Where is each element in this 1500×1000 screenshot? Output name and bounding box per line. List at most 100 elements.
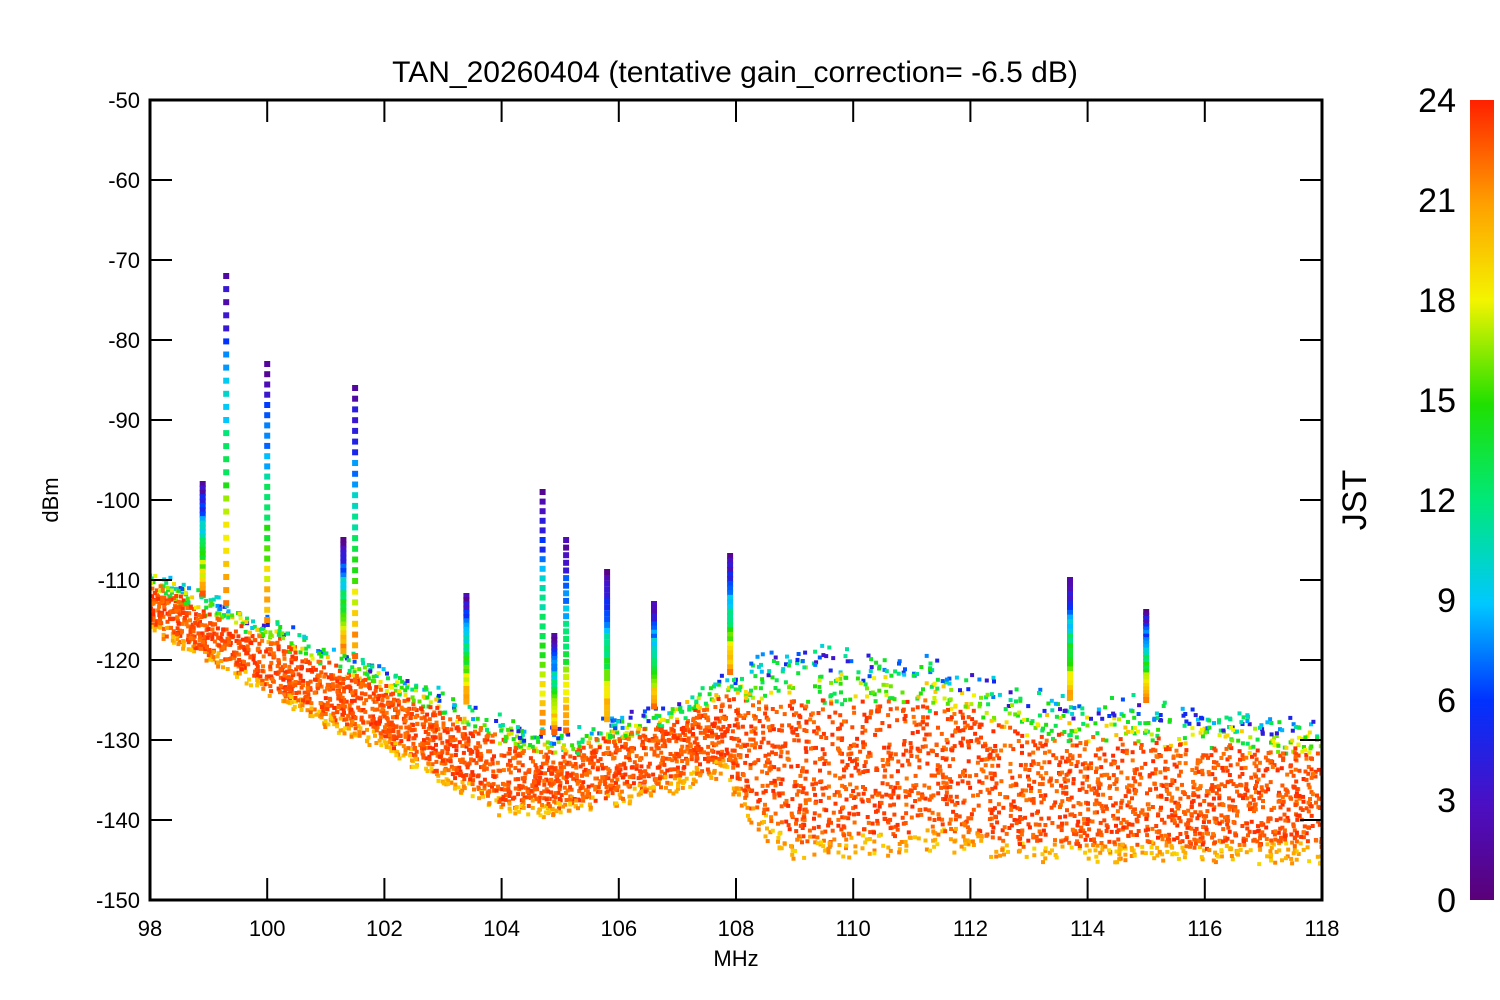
data-point — [1052, 738, 1057, 743]
data-point — [1268, 717, 1273, 722]
data-point — [1026, 704, 1031, 709]
data-point — [426, 732, 431, 736]
data-point — [158, 584, 163, 589]
data-point — [1104, 829, 1109, 833]
data-point — [743, 693, 748, 698]
data-point — [1279, 766, 1284, 771]
data-point — [759, 669, 764, 674]
data-point — [283, 670, 288, 675]
data-point — [754, 791, 759, 796]
data-point — [821, 792, 826, 797]
data-point — [434, 759, 439, 764]
data-point — [1284, 745, 1289, 750]
data-point — [215, 626, 220, 631]
data-point — [181, 639, 186, 644]
data-point — [1244, 782, 1249, 787]
data-point — [639, 764, 644, 769]
data-point — [1277, 790, 1281, 795]
data-point — [1308, 746, 1313, 751]
data-point — [761, 736, 766, 741]
data-point — [824, 848, 829, 853]
data-point — [1031, 759, 1036, 764]
data-point — [1183, 850, 1188, 855]
data-point — [868, 669, 873, 674]
data-point — [848, 697, 853, 702]
data-point — [309, 668, 313, 672]
data-point — [441, 721, 446, 726]
data-point — [1140, 850, 1145, 855]
data-point — [1065, 756, 1070, 761]
data-point — [836, 736, 841, 741]
data-point — [338, 728, 343, 733]
data-point — [150, 614, 155, 619]
data-point — [1107, 714, 1112, 718]
data-point — [370, 664, 375, 669]
data-point — [518, 753, 523, 758]
data-point — [173, 605, 178, 610]
data-point — [402, 681, 407, 686]
data-point — [419, 716, 424, 721]
data-point — [773, 686, 778, 690]
data-point — [795, 792, 800, 797]
data-point — [808, 834, 813, 839]
data-point — [151, 601, 156, 606]
data-point — [546, 789, 551, 794]
data-point — [1096, 777, 1101, 782]
data-point — [165, 600, 170, 605]
data-point — [977, 677, 982, 682]
data-point — [176, 610, 181, 615]
data-point — [164, 626, 169, 631]
data-point — [167, 598, 172, 603]
data-point — [1042, 708, 1047, 713]
data-point — [1015, 713, 1020, 718]
data-point — [610, 729, 615, 734]
data-point — [422, 687, 427, 692]
data-point — [1047, 850, 1052, 855]
data-point — [886, 699, 891, 704]
data-point — [1112, 722, 1117, 727]
data-point — [1269, 759, 1274, 764]
data-point — [265, 623, 270, 627]
data-point — [387, 740, 392, 745]
data-point — [877, 791, 882, 796]
data-point — [1259, 793, 1264, 798]
data-point — [929, 773, 934, 778]
data-point — [303, 695, 308, 700]
data-point — [428, 738, 432, 743]
data-point — [528, 756, 533, 761]
data-point — [699, 747, 704, 752]
data-point — [977, 725, 982, 729]
data-point — [764, 704, 769, 709]
data-point — [849, 659, 854, 664]
data-point — [1296, 742, 1301, 747]
data-point — [550, 806, 555, 811]
data-point — [282, 692, 287, 697]
data-point — [577, 744, 582, 749]
data-point — [1249, 794, 1254, 799]
data-point — [691, 748, 696, 752]
data-point — [407, 726, 412, 731]
data-point — [768, 728, 772, 733]
data-point — [1198, 802, 1203, 807]
data-point — [895, 769, 900, 774]
data-point — [509, 729, 514, 734]
data-point — [875, 704, 880, 709]
data-point — [1019, 832, 1024, 837]
data-point — [466, 736, 471, 741]
data-point — [503, 797, 508, 802]
data-point — [164, 598, 169, 603]
data-point — [754, 776, 759, 781]
data-point — [181, 646, 186, 651]
data-point — [1302, 745, 1306, 749]
data-point — [490, 733, 495, 738]
data-point — [1192, 845, 1197, 850]
data-point — [973, 731, 978, 736]
data-point — [449, 727, 454, 732]
data-point — [195, 617, 200, 622]
data-point — [653, 777, 658, 782]
data-point — [681, 781, 686, 785]
data-point — [528, 743, 533, 747]
data-point — [421, 694, 426, 699]
data-point — [776, 744, 780, 749]
data-point — [387, 745, 392, 750]
